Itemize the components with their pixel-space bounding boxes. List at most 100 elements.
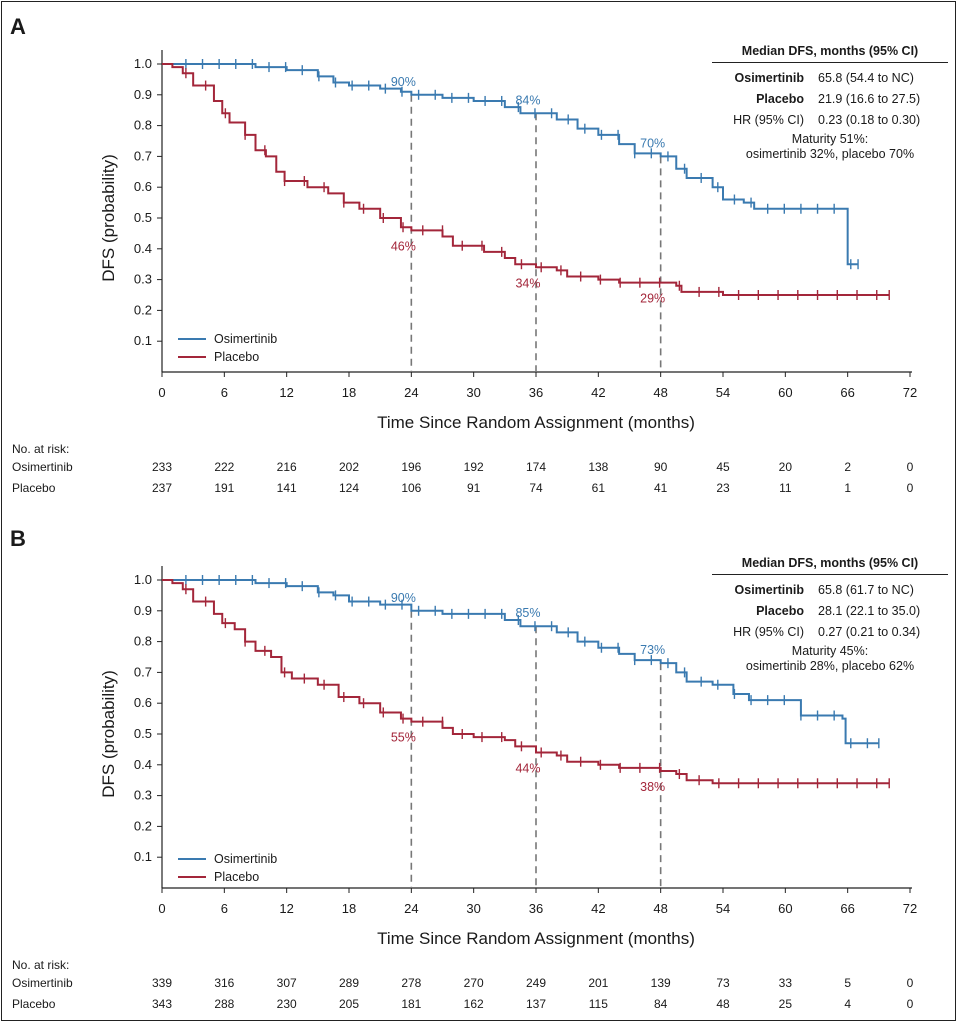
summary-header: Median DFS, months (95% CI) (712, 556, 948, 575)
risk-value: 1 (844, 481, 851, 495)
x-tick-label: 30 (466, 385, 480, 400)
y-tick-label: 0.5 (134, 726, 152, 741)
percent-annotation: 84% (515, 93, 540, 107)
x-tick-label: 72 (903, 385, 917, 400)
summary-row-osimertinib: Osimertinib 65.8 (54.4 to NC) (712, 67, 948, 88)
risk-value: 201 (588, 976, 609, 990)
risk-value: 249 (525, 976, 547, 990)
panel-label: B (10, 526, 26, 551)
risk-value: 202 (338, 460, 360, 474)
km-curve-placebo (162, 63, 890, 296)
risk-row-placebo: Placebo 237 191 141 124 106 91 74 61 41 23 11 1 0 (0, 481, 959, 497)
y-tick-label: 0.7 (134, 664, 152, 679)
summary-row-value: 21.9 (16.6 to 27.5) (818, 91, 921, 106)
risk-row-label: Placebo (12, 481, 56, 495)
risk-value: 174 (525, 460, 547, 474)
x-tick-label: 60 (778, 385, 792, 400)
y-tick-label: 1.0 (134, 572, 152, 587)
maturity-line-2: osimertinib 28%, placebo 62% (745, 659, 915, 673)
maturity-line-1: Maturity 45%: (791, 644, 869, 658)
legend-swatch (178, 858, 206, 860)
percent-annotation: 70% (640, 136, 665, 150)
risk-value: 91 (466, 481, 481, 495)
risk-value: 222 (214, 460, 235, 474)
x-tick-label: 18 (342, 385, 356, 400)
summary-row-name: Placebo (756, 91, 804, 106)
x-tick-label: 6 (221, 385, 228, 400)
legend-swatch (178, 356, 206, 358)
percent-annotation: 38% (640, 780, 665, 794)
summary-row-name: Osimertinib (734, 70, 804, 85)
legend-item-placebo: Placebo (178, 348, 277, 366)
x-tick-label: 30 (466, 901, 480, 916)
x-tick-label: 0 (158, 385, 165, 400)
x-tick-label: 60 (778, 901, 792, 916)
legend-item-osimertinib: Osimertinib (178, 330, 277, 348)
risk-value: 270 (463, 976, 484, 990)
risk-value: 33 (778, 976, 792, 990)
km-curve-osimertinib (162, 579, 879, 745)
risk-table-title: No. at risk: (12, 442, 70, 456)
risk-row-osimertinib: Osimertinib 339 316 307 289 278 270 249 201 139 7… (0, 976, 959, 992)
x-tick-label: 54 (716, 385, 730, 400)
risk-row-osimertinib: Osimertinib 233 222 216 202 196 192 174 138 90 45… (0, 460, 959, 476)
risk-value: 278 (401, 976, 422, 990)
percent-annotation: 85% (515, 606, 540, 620)
risk-value: 141 (276, 481, 297, 495)
summary-row-osimertinib: Osimertinib 65.8 (61.7 to NC) (712, 579, 948, 600)
risk-value: 237 (151, 481, 173, 495)
summary-row-value: 0.27 (0.21 to 0.34) (818, 624, 921, 639)
x-tick-label: 36 (529, 385, 543, 400)
x-tick-label: 12 (279, 385, 293, 400)
risk-value: 124 (338, 481, 360, 495)
risk-value: 137 (525, 997, 547, 1011)
x-axis-title: Time Since Random Assignment (months) (377, 929, 695, 948)
risk-value: 20 (778, 460, 792, 474)
y-tick-label: 0.2 (134, 818, 152, 833)
risk-table-title: No. at risk: (12, 958, 70, 972)
legend-label: Placebo (214, 870, 260, 884)
legend-swatch (178, 876, 206, 878)
km-chart-b: 0.1 0.2 0.3 0.4 0.5 0.6 0.7 0.8 0.9 1.0 0 6 12 18 24 30… (99, 566, 917, 948)
risk-value: 5 (844, 976, 851, 990)
risk-value: 205 (338, 997, 360, 1011)
risk-value: 343 (151, 997, 173, 1011)
y-axis-title: DFS (probability) (99, 670, 118, 798)
percent-annotation: 55% (391, 731, 416, 745)
y-tick-label: 0.3 (134, 272, 152, 287)
y-tick-label: 0.4 (134, 241, 152, 256)
percent-annotation: 44% (515, 761, 540, 775)
y-tick-label: 0.9 (134, 87, 152, 102)
risk-row-label: Placebo (12, 997, 56, 1011)
summary-row-name: Osimertinib (734, 582, 804, 597)
km-chart-a: 0.1 0.2 0.3 0.4 0.5 0.6 0.7 0.8 0.9 1.0 0 6 12 18 24 30… (99, 50, 917, 432)
summary-row-value: 65.8 (61.7 to NC) (818, 582, 914, 597)
median-dfs-summary: Median DFS, months (95% CI) Osimertinib … (712, 44, 948, 162)
risk-value: 25 (778, 997, 792, 1011)
risk-value: 0 (906, 481, 914, 495)
x-tick-label: 24 (404, 385, 418, 400)
km-curve-osimertinib (162, 63, 859, 266)
summary-header: Median DFS, months (95% CI) (712, 44, 948, 63)
x-tick-label: 72 (903, 901, 917, 916)
risk-value: 106 (401, 481, 422, 495)
y-tick-label: 0.6 (134, 695, 152, 710)
percent-annotation: 29% (640, 292, 665, 306)
x-tick-label: 42 (591, 385, 605, 400)
y-tick-label: 0.8 (134, 118, 152, 133)
percent-annotation: 34% (515, 276, 540, 290)
risk-value: 115 (588, 997, 608, 1011)
summary-row-placebo: Placebo 28.1 (22.1 to 35.0) (712, 600, 948, 621)
x-tick-label: 24 (404, 901, 418, 916)
legend-item-placebo: Placebo (178, 868, 277, 886)
summary-row-value: 28.1 (22.1 to 35.0) (818, 603, 921, 618)
risk-value: 48 (716, 997, 730, 1011)
risk-value: 233 (151, 460, 173, 474)
risk-value: 288 (214, 997, 235, 1011)
summary-row-value: 0.23 (0.18 to 0.30) (818, 112, 921, 127)
percent-annotation: 46% (391, 239, 416, 253)
x-tick-label: 48 (653, 901, 667, 916)
x-tick-label: 48 (653, 385, 667, 400)
y-tick-label: 0.4 (134, 757, 152, 772)
risk-value: 339 (151, 976, 173, 990)
